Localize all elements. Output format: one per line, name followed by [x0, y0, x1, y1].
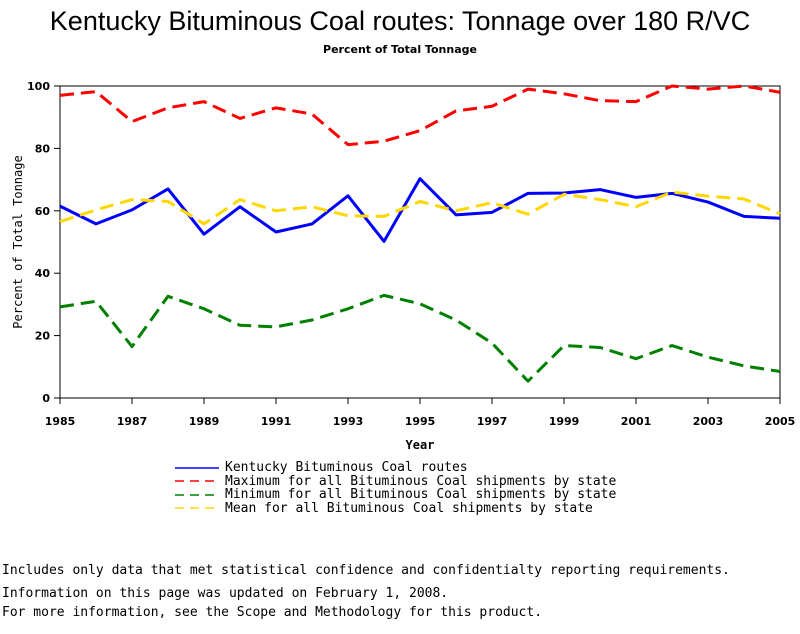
chart-subtitle: Percent of Total Tonnage	[323, 43, 477, 56]
y-tick-label: 0	[42, 392, 50, 405]
series-line-maximum-for-all-bituminous-coal-shipments-by-state	[59, 84, 781, 147]
x-tick-label: 2003	[693, 415, 724, 428]
x-tick-label: 1987	[117, 415, 148, 428]
axes: 1985 1987 1989 1991 1993 1995 1997 1999 2001 2003…	[27, 80, 795, 428]
x-axis-title: Year	[406, 438, 435, 452]
y-tick-label: 40	[35, 267, 51, 280]
y-tick-label: 100	[27, 80, 50, 93]
footnote-methodology: For more information, see the Scope and …	[2, 605, 543, 620]
series-layer	[59, 84, 781, 383]
footnotes: Includes only data that met statistical …	[2, 536, 730, 634]
y-tick-label: 80	[35, 142, 51, 155]
legend: Kentucky Bituminous Coal routes Maximum f…	[175, 461, 616, 515]
y-tick-label: 60	[35, 205, 51, 218]
plot-frame	[59, 85, 781, 399]
y-axis-title: Percent of Total Tonnage	[11, 155, 25, 328]
x-tick-label: 1991	[261, 415, 292, 428]
x-tick-label: 1999	[549, 415, 580, 428]
x-tick-label: 2001	[621, 415, 652, 428]
legend-item: Maximum for all Bituminous Coal shipment…	[175, 473, 617, 489]
legend-swatch	[175, 480, 219, 482]
line-chart: 1985 1987 1989 1991 1993 1995 1997 1999 2001 2003…	[11, 80, 795, 452]
x-tick-label: 1985	[45, 415, 76, 428]
x-tick-label: 2005	[765, 415, 796, 428]
legend-label: Maximum for all Bituminous Coal shipment…	[225, 473, 617, 489]
series-line-mean-for-all-bituminous-coal-shipments-by-state	[59, 190, 781, 226]
x-tick-label: 1993	[333, 415, 364, 428]
x-tick-label: 1997	[477, 415, 508, 428]
legend-swatch	[175, 507, 219, 509]
legend-swatch	[175, 467, 219, 469]
legend-item: Kentucky Bituminous Coal routes	[175, 461, 616, 475]
footnote-confidence: Includes only data that met statistical …	[2, 563, 730, 578]
legend-label: Mean for all Bituminous Coal shipments b…	[225, 500, 593, 516]
series-line-kentucky-bituminous-coal-routes	[59, 177, 781, 243]
legend-item: Mean for all Bituminous Coal shipments b…	[175, 500, 616, 516]
chart-title: Kentucky Bituminous Coal routes: Tonnage…	[49, 6, 751, 36]
x-tick-label: 1989	[189, 415, 220, 428]
legend-label: Minimum for all Bituminous Coal shipment…	[225, 487, 617, 502]
series-line-minimum-for-all-bituminous-coal-shipments-by-state	[59, 293, 781, 383]
legend-swatch	[175, 494, 219, 496]
x-tick-label: 1995	[405, 415, 436, 428]
update-note: Information on this page was updated on …	[2, 586, 449, 601]
y-tick-label: 20	[35, 330, 51, 343]
legend-item: Minimum for all Bituminous Coal shipment…	[175, 488, 616, 502]
legend-label: Kentucky Bituminous Coal routes	[225, 460, 468, 475]
